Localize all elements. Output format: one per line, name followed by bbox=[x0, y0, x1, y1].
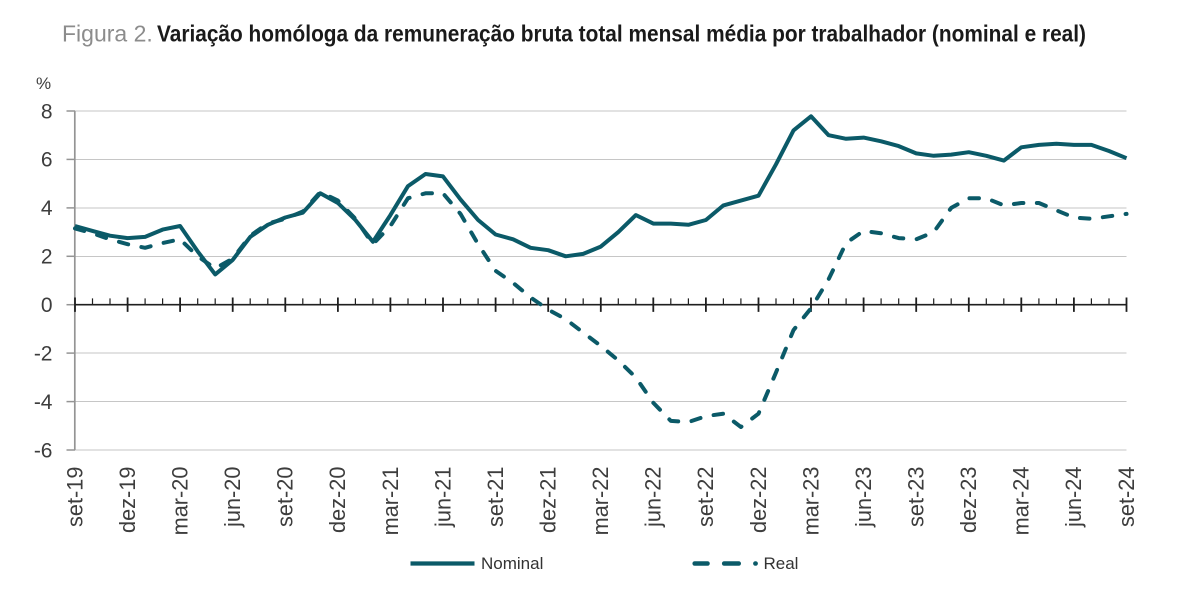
svg-text:set-20: set-20 bbox=[273, 467, 298, 527]
svg-text:set-22: set-22 bbox=[693, 467, 718, 527]
svg-text:Variação homóloga da remuneraç: Variação homóloga da remuneração bruta t… bbox=[157, 21, 1086, 47]
svg-text:4: 4 bbox=[41, 197, 53, 220]
svg-text:jun-24: jun-24 bbox=[1061, 467, 1086, 528]
svg-text:-2: -2 bbox=[34, 342, 53, 365]
svg-text:-6: -6 bbox=[34, 439, 53, 462]
svg-text:%: % bbox=[36, 74, 51, 93]
svg-text:dez-21: dez-21 bbox=[536, 467, 561, 534]
svg-text:Nominal: Nominal bbox=[481, 554, 543, 573]
svg-text:jun-23: jun-23 bbox=[851, 467, 876, 528]
svg-text:dez-23: dez-23 bbox=[956, 467, 981, 534]
svg-text:mar-24: mar-24 bbox=[1009, 467, 1034, 536]
svg-text:mar-21: mar-21 bbox=[378, 467, 403, 536]
svg-text:mar-20: mar-20 bbox=[167, 467, 192, 536]
svg-text:dez-22: dez-22 bbox=[746, 467, 771, 534]
svg-text:Figura 2.: Figura 2. bbox=[62, 21, 153, 47]
svg-text:jun-20: jun-20 bbox=[220, 467, 245, 528]
svg-text:jun-21: jun-21 bbox=[430, 467, 455, 528]
svg-text:-4: -4 bbox=[34, 391, 53, 414]
svg-text:mar-22: mar-22 bbox=[588, 467, 613, 536]
svg-text:dez-19: dez-19 bbox=[115, 467, 140, 534]
svg-text:set-24: set-24 bbox=[1114, 467, 1139, 527]
svg-text:set-19: set-19 bbox=[62, 467, 87, 527]
svg-text:set-23: set-23 bbox=[904, 467, 929, 527]
svg-text:Real: Real bbox=[764, 554, 799, 573]
svg-text:8: 8 bbox=[41, 100, 53, 123]
svg-text:set-21: set-21 bbox=[483, 467, 508, 527]
svg-text:6: 6 bbox=[41, 149, 53, 172]
svg-text:2: 2 bbox=[41, 246, 53, 269]
svg-text:jun-22: jun-22 bbox=[641, 467, 666, 528]
svg-text:0: 0 bbox=[41, 294, 53, 317]
svg-text:dez-20: dez-20 bbox=[325, 467, 350, 534]
svg-text:mar-23: mar-23 bbox=[798, 467, 823, 536]
